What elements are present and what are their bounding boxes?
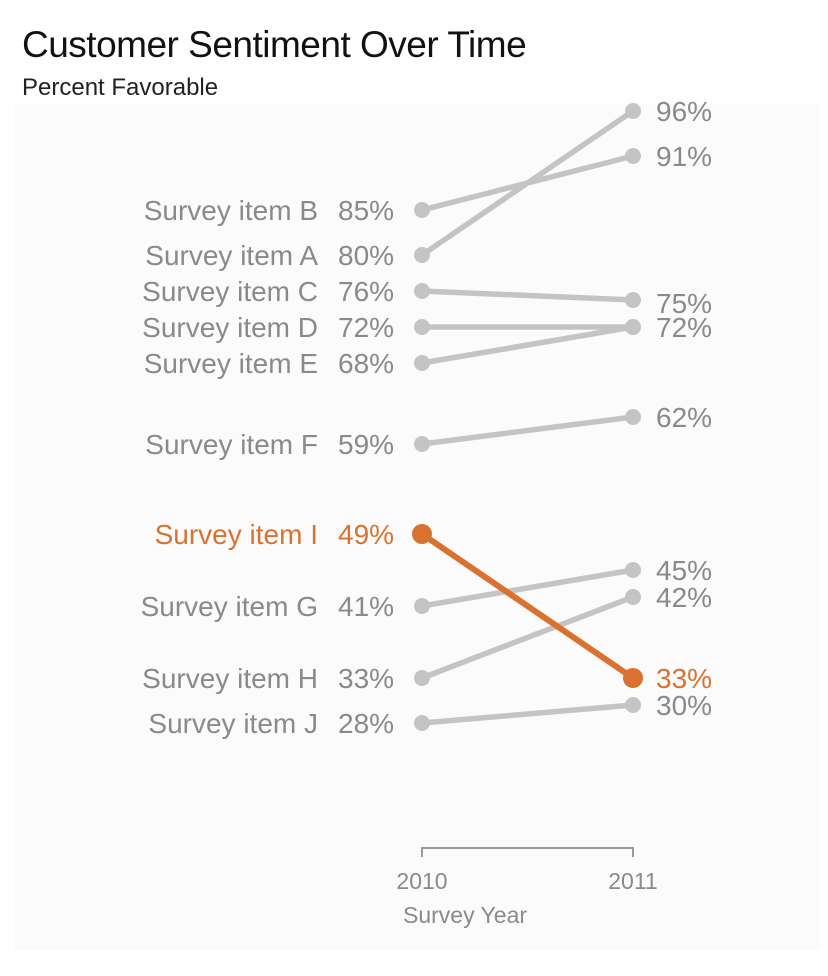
series-line xyxy=(419,567,636,609)
point-2010 xyxy=(414,202,430,218)
value-label-2010: 72% xyxy=(338,312,394,343)
series-label: Survey item I xyxy=(155,519,318,550)
point-2011 xyxy=(625,562,641,578)
series-label: Survey item E xyxy=(144,348,318,379)
point-2011 xyxy=(625,409,641,425)
series-label: Survey item B xyxy=(144,195,318,226)
point-2010 xyxy=(414,436,430,452)
series-line xyxy=(419,594,636,681)
x-tick-label: 2010 xyxy=(396,868,447,894)
series-label: Survey item D xyxy=(142,312,318,343)
value-label-2011: 45% xyxy=(656,555,712,586)
series-line xyxy=(419,414,636,447)
value-label-2011: 62% xyxy=(656,402,712,433)
value-label-2011: 91% xyxy=(656,141,712,172)
point-2011 xyxy=(623,668,643,688)
point-2011 xyxy=(625,589,641,605)
series-label: Survey item A xyxy=(145,240,318,271)
point-2011 xyxy=(625,292,641,308)
value-label-2010: 41% xyxy=(338,591,394,622)
value-label-2011: 75% xyxy=(656,288,712,319)
value-label-2011: 30% xyxy=(656,690,712,721)
point-2010 xyxy=(414,715,430,731)
series-label: Survey item J xyxy=(148,708,318,739)
point-2010 xyxy=(412,524,432,544)
chart-subtitle: Percent Favorable xyxy=(22,74,219,101)
value-label-2011: 42% xyxy=(656,582,712,613)
point-2010 xyxy=(414,355,430,371)
value-label-2010: 49% xyxy=(338,519,394,550)
value-label-2010: 80% xyxy=(338,240,394,271)
point-2011 xyxy=(625,319,641,335)
point-2010 xyxy=(414,598,430,614)
series-line xyxy=(419,531,636,681)
value-label-2010: 85% xyxy=(338,195,394,226)
value-label-2011: 33% xyxy=(656,663,712,694)
series-line xyxy=(419,702,636,726)
chart-title: Customer Sentiment Over Time xyxy=(22,24,527,65)
x-axis-line xyxy=(421,847,634,857)
series-label: Survey item H xyxy=(142,663,318,694)
x-tick-label: 2011 xyxy=(608,868,657,894)
value-label-2010: 76% xyxy=(338,276,394,307)
point-2010 xyxy=(414,319,430,335)
value-label-2010: 59% xyxy=(338,429,394,460)
point-2010 xyxy=(414,283,430,299)
value-label-2010: 68% xyxy=(338,348,394,379)
point-2011 xyxy=(625,103,641,119)
point-2011 xyxy=(625,697,641,713)
value-label-2010: 33% xyxy=(338,663,394,694)
point-2010 xyxy=(414,670,430,686)
series-label: Survey item F xyxy=(145,429,318,460)
series-label: Survey item C xyxy=(142,276,318,307)
point-2011 xyxy=(625,148,641,164)
value-label-2011: 72% xyxy=(656,312,712,343)
series-line xyxy=(419,288,636,303)
series-label: Survey item G xyxy=(141,591,318,622)
series-line xyxy=(419,153,636,213)
point-2010 xyxy=(414,247,430,263)
x-axis-label: Survey Year xyxy=(403,902,527,928)
series-line xyxy=(419,324,636,366)
value-label-2010: 28% xyxy=(338,708,394,739)
value-label-2011: 96% xyxy=(656,96,712,127)
